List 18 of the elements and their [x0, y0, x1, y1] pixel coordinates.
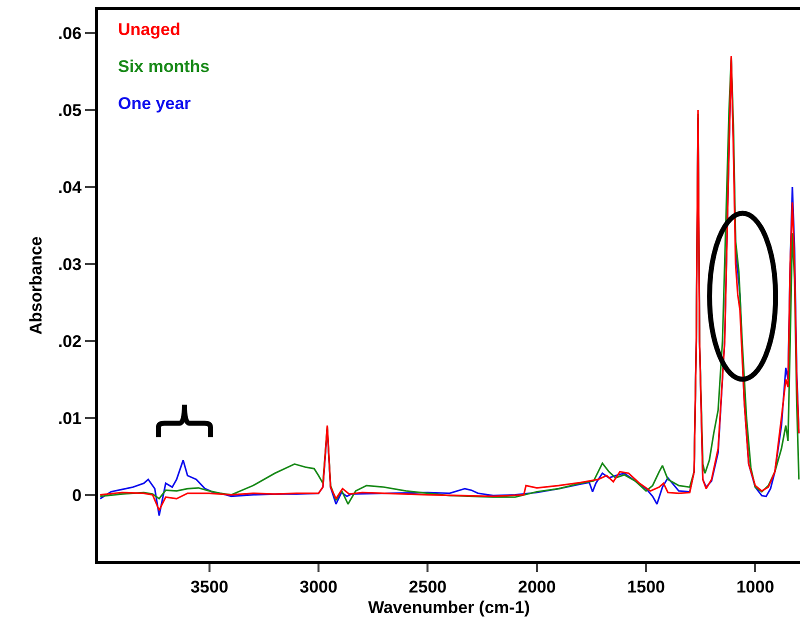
x-tick-label: 1000 — [736, 577, 774, 596]
y-tick-label: 0 — [72, 486, 82, 505]
y-tick-label: .03 — [58, 254, 82, 274]
text: One year — [118, 94, 192, 113]
y-tick-label: .06 — [58, 24, 82, 44]
x-tick-label: 2000 — [518, 577, 556, 596]
y-tick-label: .01 — [58, 408, 82, 428]
x-tick-label: 3000 — [300, 577, 338, 596]
text: Unaged — [118, 20, 180, 39]
x-tick-label: 2500 — [408, 577, 447, 596]
y-tick-label: .02 — [58, 332, 82, 351]
y-tick-label: .04 — [58, 178, 82, 197]
text: Six months — [118, 57, 210, 76]
x-tick-label: 3500 — [190, 577, 228, 596]
x-axis-title: Wavenumber (cm-1) — [368, 598, 530, 617]
x-tick-label: 1500 — [627, 577, 665, 596]
y-tick-label: .05 — [58, 100, 82, 120]
y-axis-title: Absorbance — [26, 236, 46, 335]
